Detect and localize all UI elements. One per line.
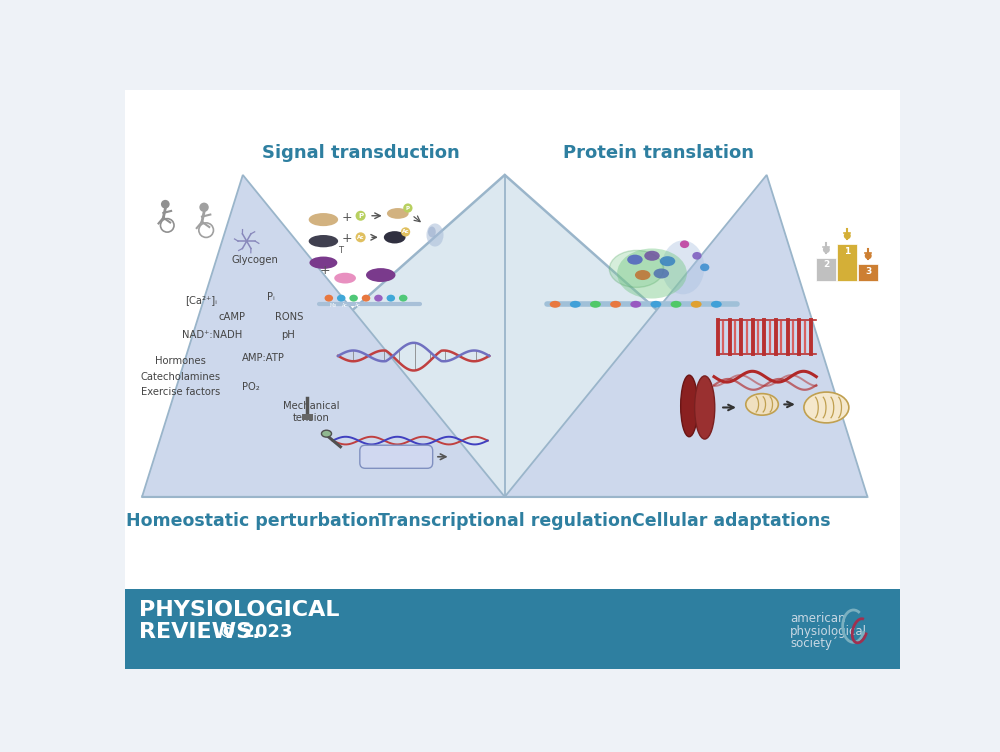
Bar	[858, 264, 878, 281]
Ellipse shape	[161, 200, 170, 208]
Ellipse shape	[654, 268, 669, 278]
Text: cAMP: cAMP	[218, 311, 245, 322]
Ellipse shape	[746, 393, 778, 415]
Ellipse shape	[366, 268, 395, 282]
Ellipse shape	[680, 241, 689, 248]
Text: pH: pH	[281, 330, 295, 340]
Ellipse shape	[570, 301, 581, 308]
Text: NAD⁺:NADH: NAD⁺:NADH	[182, 330, 242, 340]
Text: +: +	[341, 211, 352, 224]
Text: Exercise factors: Exercise factors	[141, 387, 220, 397]
Polygon shape	[505, 175, 867, 497]
Ellipse shape	[325, 295, 333, 302]
Text: Cellular adaptations: Cellular adaptations	[632, 512, 830, 530]
Text: Protein translation: Protein translation	[563, 144, 754, 162]
Text: © 2023: © 2023	[212, 623, 292, 641]
Text: 3: 3	[865, 266, 871, 275]
Ellipse shape	[823, 246, 830, 253]
Bar	[302, 414, 313, 420]
Ellipse shape	[681, 375, 698, 437]
Ellipse shape	[337, 295, 345, 302]
Text: physiological: physiological	[790, 625, 867, 638]
Ellipse shape	[387, 295, 395, 302]
Ellipse shape	[309, 213, 338, 226]
Ellipse shape	[671, 301, 681, 308]
Ellipse shape	[844, 232, 851, 239]
Text: Ac: Ac	[342, 303, 348, 308]
Ellipse shape	[334, 273, 356, 284]
Text: Hormones: Hormones	[155, 356, 206, 366]
Ellipse shape	[644, 250, 660, 261]
Text: Ac: Ac	[402, 229, 409, 235]
Text: T: T	[338, 246, 343, 255]
Text: Ac: Ac	[355, 303, 360, 308]
Polygon shape	[142, 175, 505, 497]
Ellipse shape	[691, 301, 702, 308]
Ellipse shape	[399, 295, 407, 302]
Text: AMP:ATP: AMP:ATP	[242, 353, 284, 363]
Ellipse shape	[356, 211, 366, 221]
Bar	[816, 258, 836, 281]
Bar	[125, 590, 900, 669]
Text: Glycogen: Glycogen	[232, 255, 279, 265]
Text: Transcriptional regulation: Transcriptional regulation	[378, 512, 632, 530]
Ellipse shape	[617, 248, 687, 299]
Ellipse shape	[321, 430, 332, 437]
Text: 2: 2	[823, 260, 830, 269]
Ellipse shape	[635, 270, 650, 280]
Text: Me: Me	[329, 303, 336, 308]
Ellipse shape	[384, 231, 406, 244]
Text: +: +	[341, 232, 352, 245]
Text: Catecholamines: Catecholamines	[141, 371, 221, 382]
Ellipse shape	[356, 232, 366, 242]
Text: Ac: Ac	[357, 235, 364, 240]
Ellipse shape	[609, 250, 664, 287]
Text: Pᵢ: Pᵢ	[267, 292, 275, 302]
Text: american: american	[790, 612, 845, 626]
Text: P: P	[406, 205, 410, 211]
Text: +: +	[320, 264, 330, 277]
Polygon shape	[142, 175, 867, 497]
Text: Mechanical
tension: Mechanical tension	[283, 402, 339, 423]
Text: PO₂: PO₂	[242, 383, 259, 393]
Bar	[125, 90, 900, 590]
Ellipse shape	[309, 256, 337, 269]
Text: PHYSIOLOGICAL: PHYSIOLOGICAL	[139, 600, 339, 620]
FancyBboxPatch shape	[360, 445, 433, 468]
Ellipse shape	[695, 376, 715, 439]
Ellipse shape	[700, 263, 709, 271]
Text: [Ca²⁺]ᵢ: [Ca²⁺]ᵢ	[185, 295, 217, 305]
Text: 1: 1	[844, 247, 850, 256]
Ellipse shape	[401, 227, 410, 237]
Text: RONS: RONS	[275, 311, 303, 322]
Ellipse shape	[428, 226, 436, 238]
Ellipse shape	[804, 392, 849, 423]
Ellipse shape	[650, 301, 661, 308]
Ellipse shape	[374, 295, 383, 302]
Text: Homeostatic perturbation: Homeostatic perturbation	[126, 512, 380, 530]
Text: society´: society´	[790, 637, 838, 650]
Ellipse shape	[610, 301, 621, 308]
Ellipse shape	[362, 295, 370, 302]
Ellipse shape	[865, 253, 872, 259]
Text: REVIEWS.: REVIEWS.	[139, 622, 260, 641]
Ellipse shape	[662, 241, 704, 294]
Ellipse shape	[627, 255, 643, 265]
Ellipse shape	[692, 252, 702, 259]
Ellipse shape	[550, 301, 561, 308]
Text: Signal transduction: Signal transduction	[262, 144, 460, 162]
Ellipse shape	[711, 301, 722, 308]
Ellipse shape	[349, 295, 358, 302]
Text: P: P	[358, 213, 363, 219]
Bar	[837, 244, 857, 281]
Ellipse shape	[387, 208, 409, 219]
Ellipse shape	[403, 204, 413, 213]
Ellipse shape	[590, 301, 601, 308]
Ellipse shape	[309, 235, 338, 247]
Ellipse shape	[199, 202, 209, 212]
Ellipse shape	[660, 256, 675, 266]
Ellipse shape	[426, 223, 444, 247]
Ellipse shape	[630, 301, 641, 308]
